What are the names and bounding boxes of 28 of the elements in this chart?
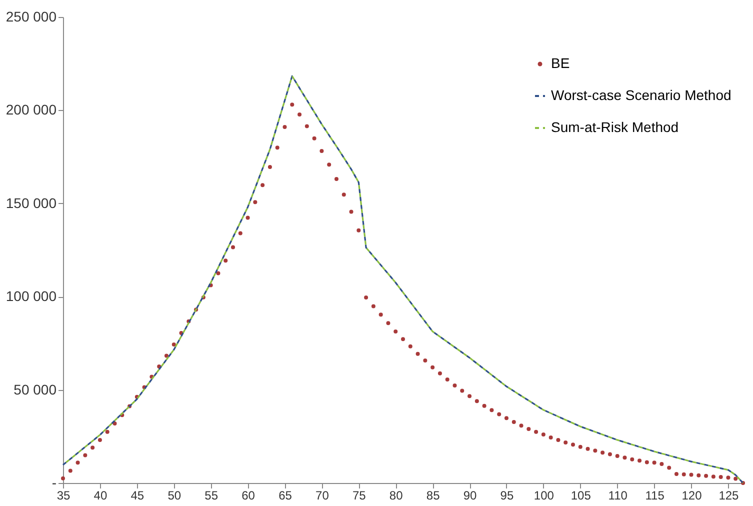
- x-tick-label: 90: [463, 488, 478, 502]
- x-tick-label: 95: [500, 488, 514, 502]
- x-tick-label: 55: [204, 488, 218, 502]
- x-tick-label: 35: [56, 488, 70, 502]
- y-tick-label: 50 000: [14, 381, 57, 398]
- x-tick-label: 40: [94, 488, 108, 502]
- x-tick-label: 115: [645, 488, 665, 502]
- x-tick-label: 105: [570, 488, 592, 502]
- x-tick-label: 75: [352, 488, 366, 502]
- x-tick-label: 45: [130, 488, 144, 502]
- x-tick-label: 110: [608, 488, 628, 502]
- x-tick-label: 120: [682, 488, 702, 502]
- legend-label: BE: [551, 55, 570, 71]
- x-tick-label: 65: [278, 488, 292, 502]
- x-tick-label: 70: [316, 488, 330, 502]
- x-tick-label: 50: [168, 488, 182, 502]
- y-tick-label: -: [52, 474, 57, 490]
- x-tick-label: 125: [718, 488, 740, 502]
- y-tick-label: 200 000: [6, 102, 57, 118]
- x-tick-label: 80: [389, 488, 404, 502]
- y-tick-label: 250 000: [6, 8, 57, 24]
- legend-label: Worst-case Scenario Method: [551, 87, 732, 103]
- x-tick-label: 60: [242, 488, 256, 502]
- x-tick-label: 85: [426, 488, 440, 502]
- x-tick-label: 100: [534, 488, 554, 502]
- legend-label: Sum-at-Risk Method: [551, 119, 679, 135]
- y-tick-label: 100 000: [6, 288, 57, 304]
- y-tick-label: 150 000: [6, 194, 57, 211]
